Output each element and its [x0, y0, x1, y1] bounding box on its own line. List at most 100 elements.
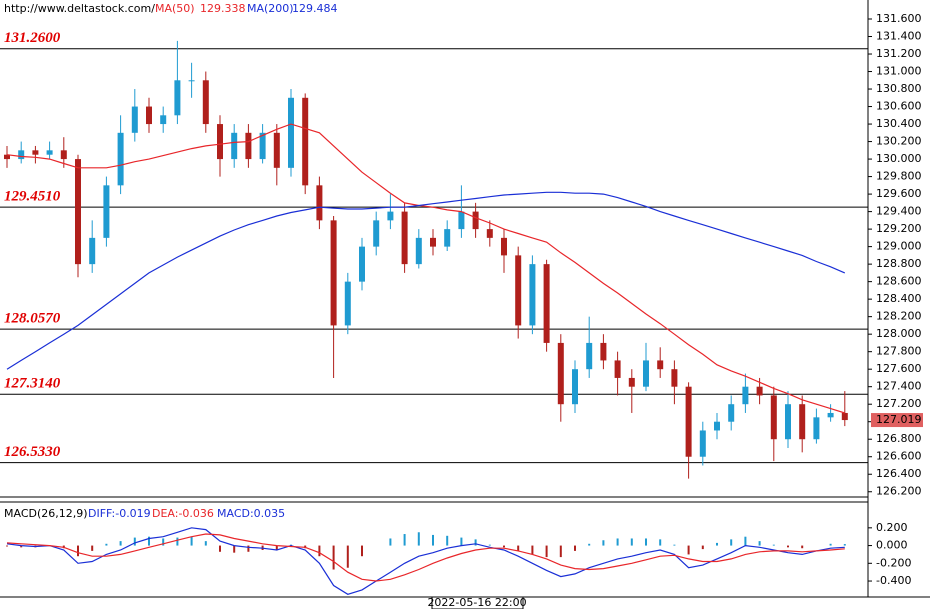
- candle-body: [174, 80, 181, 116]
- legend-name: MA(50): [155, 2, 195, 15]
- candle-body: [472, 211, 479, 230]
- candle-body: [160, 115, 167, 125]
- histogram-bar: [432, 534, 434, 546]
- y-tick-label: 131.600: [876, 12, 922, 25]
- candle-body: [444, 229, 451, 247]
- histogram-bar: [829, 543, 832, 546]
- histogram-bar: [716, 542, 718, 546]
- candle-body: [89, 237, 96, 265]
- candle-body: [415, 237, 422, 265]
- histogram-bar: [219, 545, 221, 552]
- histogram-bar: [616, 538, 619, 546]
- y-tick-label: 131.200: [876, 47, 922, 60]
- candle-body: [302, 97, 309, 186]
- y-tick-label: 129.800: [876, 170, 922, 183]
- y-tick-label: -0.400: [876, 574, 911, 587]
- y-tick-label: 129.400: [876, 205, 922, 218]
- histogram-bar: [474, 539, 477, 546]
- y-tick-label: 129.200: [876, 222, 922, 235]
- candle-body: [770, 395, 777, 440]
- candle-body: [515, 255, 522, 326]
- legend-name: MA(200): [247, 2, 294, 15]
- candle-body: [217, 124, 223, 160]
- macd-title: MACD(26,12,9): [4, 507, 88, 520]
- candle-body: [344, 281, 351, 326]
- histogram-bar: [701, 545, 704, 550]
- candle-body: [4, 154, 10, 160]
- histogram-bar: [247, 545, 250, 552]
- y-tick-label: 128.800: [876, 257, 922, 270]
- histogram-bar: [503, 545, 505, 548]
- candle-body: [557, 342, 564, 405]
- candle-body: [699, 430, 706, 457]
- level-label: 127.3140: [4, 376, 61, 392]
- y-tick-label: 130.400: [876, 117, 922, 130]
- histogram-bar: [801, 545, 804, 549]
- y-tick-label: 130.200: [876, 135, 922, 148]
- candle-body: [785, 404, 791, 440]
- y-tick-label: 126.600: [876, 450, 922, 463]
- candle-body: [543, 264, 550, 343]
- candle-body: [799, 404, 806, 440]
- histogram-bar: [772, 544, 775, 546]
- y-tick-label: 130.600: [876, 100, 922, 113]
- candle-body: [600, 342, 607, 361]
- histogram-bar: [673, 544, 676, 546]
- histogram-bar: [630, 538, 633, 546]
- candle-body: [259, 132, 266, 160]
- level-label: 129.4510: [4, 189, 61, 205]
- histogram-bar: [389, 538, 392, 546]
- histogram-bar: [559, 545, 562, 558]
- candle-body: [614, 360, 621, 378]
- last-price-label: 127.019: [876, 413, 922, 426]
- histogram-bar: [133, 537, 136, 546]
- histogram-bar: [20, 545, 23, 548]
- candle-body: [628, 377, 635, 387]
- candle-body: [188, 80, 195, 82]
- candle-body: [131, 106, 138, 133]
- histogram-bar: [346, 545, 349, 568]
- y-tick-label: 126.800: [876, 432, 922, 445]
- level-label: 128.0570: [4, 311, 61, 327]
- histogram-bar: [843, 544, 846, 546]
- candle-body: [202, 80, 209, 125]
- level-label: 126.5330: [4, 444, 61, 460]
- candle-body: [32, 150, 39, 155]
- candle-body: [841, 412, 848, 421]
- histogram-bar: [574, 545, 576, 551]
- candle-body: [728, 404, 735, 422]
- candle-body: [827, 412, 834, 418]
- y-tick-label: 127.600: [876, 362, 922, 375]
- y-tick-label: 127.800: [876, 345, 922, 358]
- y-tick-label: 128.600: [876, 275, 922, 288]
- histogram-bar: [744, 536, 747, 546]
- legend-label: MACD:0.035: [217, 507, 285, 520]
- histogram-bar: [77, 545, 79, 557]
- histogram-bar: [105, 543, 108, 546]
- candle-body: [103, 185, 110, 238]
- y-tick-label: 0.200: [876, 521, 908, 534]
- y-tick-label: 129.000: [876, 240, 922, 253]
- time-label: 2022-05-16 22:00: [427, 596, 526, 609]
- candle-body: [231, 132, 238, 160]
- candle-body: [359, 246, 365, 282]
- histogram-bar: [119, 541, 122, 546]
- histogram-bar: [91, 545, 94, 551]
- candle-body: [117, 132, 124, 186]
- histogram-bar: [148, 536, 150, 546]
- candle-body: [742, 386, 749, 405]
- candle-body: [146, 106, 152, 125]
- y-tick-label: 131.400: [876, 30, 922, 43]
- candle-body: [288, 97, 294, 168]
- histogram-bar: [602, 540, 605, 546]
- histogram-bar: [545, 545, 548, 558]
- series-line: [6, 527, 845, 595]
- y-tick-label: 128.000: [876, 327, 922, 340]
- candle-body: [75, 159, 81, 265]
- histogram-bar: [730, 539, 733, 546]
- y-tick-label: 128.200: [876, 310, 922, 323]
- candle-body: [316, 185, 323, 221]
